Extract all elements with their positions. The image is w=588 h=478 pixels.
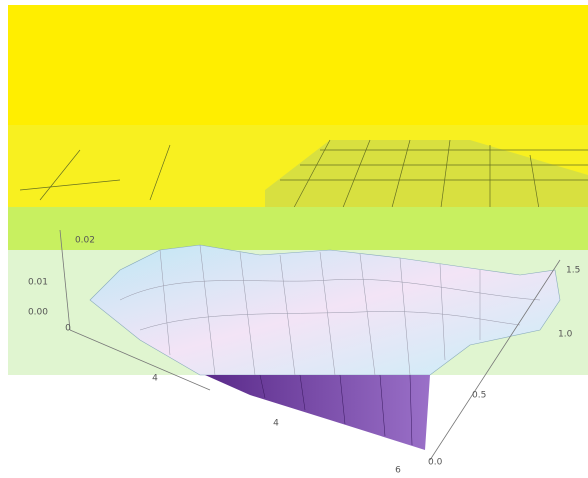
y-tick-label: 0.0 (428, 458, 443, 468)
glitch-band (8, 207, 588, 250)
x-tick-label: 4 (273, 419, 279, 429)
x-tick-label: 0 (65, 324, 71, 334)
surface-mesh (119, 244, 541, 376)
x-tick-label: 6 (395, 466, 401, 476)
z-tick-label: 0.02 (75, 236, 95, 246)
z-tick-label: 0.01 (28, 278, 48, 288)
glitch-block (8, 5, 588, 125)
y-tick-label: 1.5 (566, 266, 580, 276)
glitch-grid (265, 140, 588, 215)
z-tick-label: 0.00 (28, 308, 48, 318)
surface-front-mesh (259, 374, 413, 446)
surface-front (205, 375, 430, 450)
y-tick-label: 1.0 (558, 330, 573, 340)
glitch-grid-lines (19, 139, 588, 216)
axes (59, 229, 561, 461)
x-tick-label: 4 (152, 374, 158, 384)
y-tick-label: 0.5 (472, 391, 486, 401)
